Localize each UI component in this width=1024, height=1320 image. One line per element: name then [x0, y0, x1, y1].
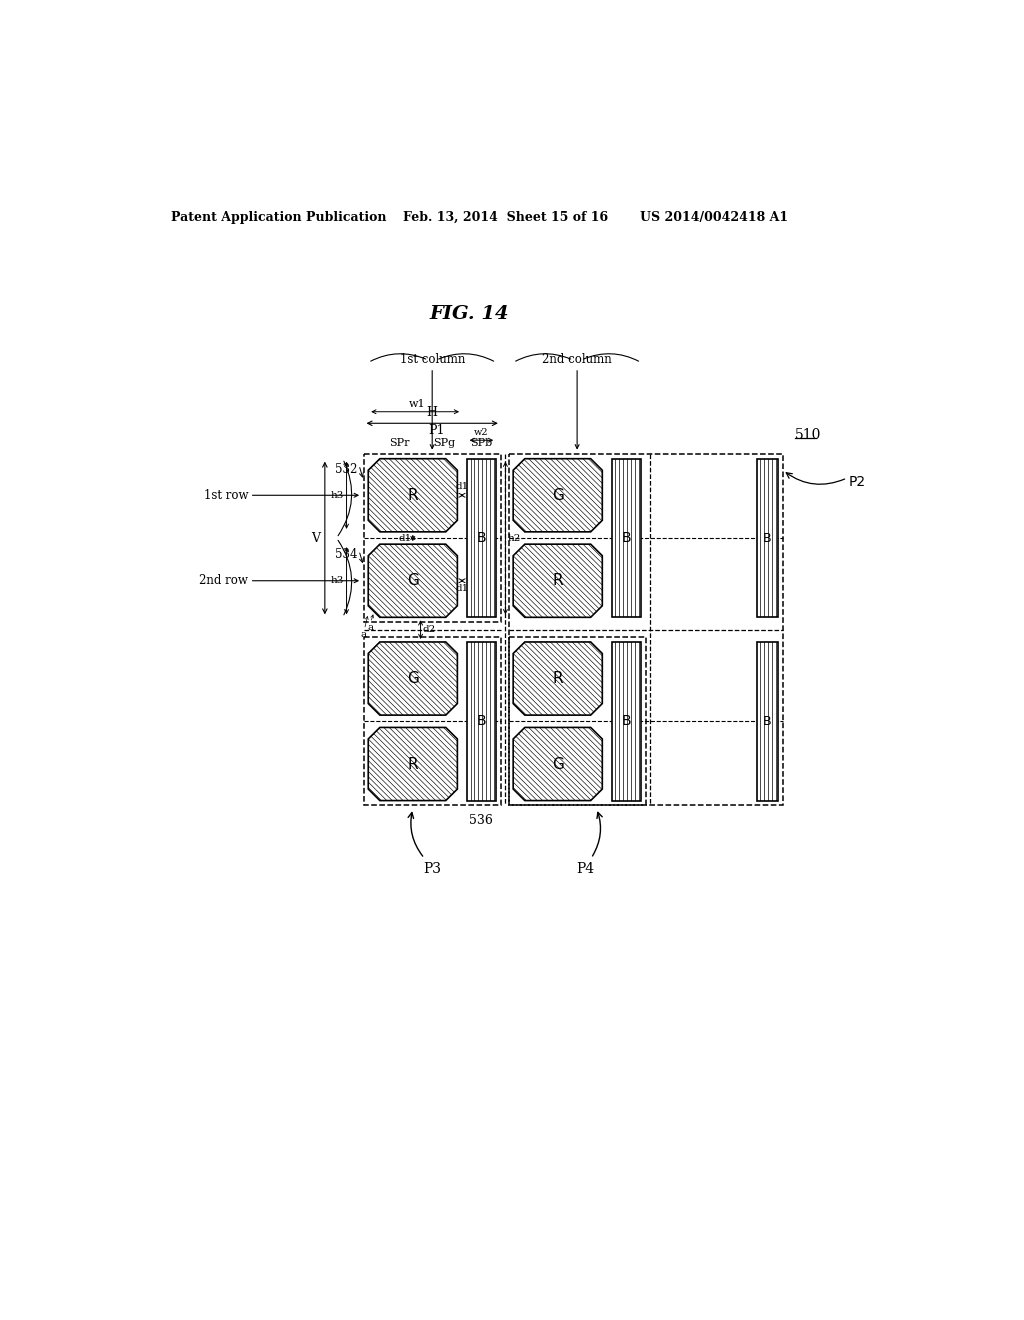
Text: a: a [360, 630, 367, 639]
Text: G: G [407, 573, 419, 589]
Text: V: V [311, 532, 321, 545]
Text: 536: 536 [469, 814, 494, 828]
Bar [757, 642, 778, 800]
Bar [611, 642, 641, 800]
Text: d1: d1 [456, 482, 469, 491]
Bar [467, 642, 496, 800]
Text: a: a [368, 623, 374, 632]
Polygon shape [513, 459, 602, 532]
Text: h3: h3 [331, 491, 344, 500]
Text: P1: P1 [428, 424, 444, 437]
Text: h3: h3 [331, 577, 344, 585]
Text: R: R [408, 756, 418, 771]
Text: B: B [763, 532, 772, 545]
Text: 2nd column: 2nd column [543, 354, 612, 367]
Text: R: R [552, 573, 563, 589]
Text: w2: w2 [474, 428, 488, 437]
Text: P4: P4 [575, 862, 594, 876]
Bar [757, 459, 778, 618]
Polygon shape [513, 727, 602, 800]
Text: Patent Application Publication: Patent Application Publication [171, 211, 386, 224]
Bar [611, 459, 641, 618]
Bar [364, 454, 501, 622]
Bar [611, 642, 641, 800]
Text: R: R [552, 671, 563, 686]
Bar [611, 642, 641, 800]
Polygon shape [513, 544, 602, 618]
Text: d2: d2 [423, 626, 436, 634]
Text: B: B [476, 714, 486, 729]
Text: G: G [552, 488, 563, 503]
Bar [757, 642, 778, 800]
Bar [467, 459, 496, 618]
Bar [611, 459, 641, 618]
Text: h2: h2 [508, 533, 521, 543]
Text: B: B [622, 531, 631, 545]
Text: P3: P3 [423, 862, 441, 876]
Text: 510: 510 [795, 428, 821, 442]
Text: R: R [408, 488, 418, 503]
Text: d1: d1 [398, 533, 412, 543]
Text: w1: w1 [410, 399, 426, 409]
Text: 2nd row: 2nd row [200, 574, 248, 587]
Text: SPb: SPb [470, 438, 493, 447]
Bar [509, 454, 783, 805]
Text: B: B [476, 531, 486, 545]
Bar [611, 459, 641, 618]
Text: 532: 532 [335, 462, 357, 475]
Bar [467, 642, 496, 800]
Polygon shape [369, 642, 458, 715]
Bar [364, 638, 501, 805]
Text: B: B [622, 714, 631, 729]
Text: d1: d1 [456, 583, 469, 593]
Bar [467, 642, 496, 800]
Text: G: G [407, 671, 419, 686]
Bar [509, 638, 646, 805]
Bar [467, 459, 496, 618]
Bar [467, 459, 496, 618]
Text: 534: 534 [335, 548, 357, 561]
Polygon shape [369, 544, 458, 618]
Text: Feb. 13, 2014  Sheet 15 of 16: Feb. 13, 2014 Sheet 15 of 16 [403, 211, 608, 224]
Bar [757, 459, 778, 618]
Text: P2: P2 [849, 475, 866, 488]
Bar [757, 642, 778, 800]
Bar [757, 459, 778, 618]
Polygon shape [369, 727, 458, 800]
Text: FIG. 14: FIG. 14 [429, 305, 509, 322]
Polygon shape [513, 642, 602, 715]
Text: US 2014/0042418 A1: US 2014/0042418 A1 [640, 211, 787, 224]
Text: 1st column: 1st column [399, 354, 465, 367]
Text: 1st row: 1st row [204, 488, 248, 502]
Text: H: H [427, 405, 437, 418]
Text: SPg: SPg [433, 438, 455, 447]
Text: B: B [763, 714, 772, 727]
Polygon shape [369, 459, 458, 532]
Text: SPr: SPr [389, 438, 410, 447]
Text: G: G [552, 756, 563, 771]
